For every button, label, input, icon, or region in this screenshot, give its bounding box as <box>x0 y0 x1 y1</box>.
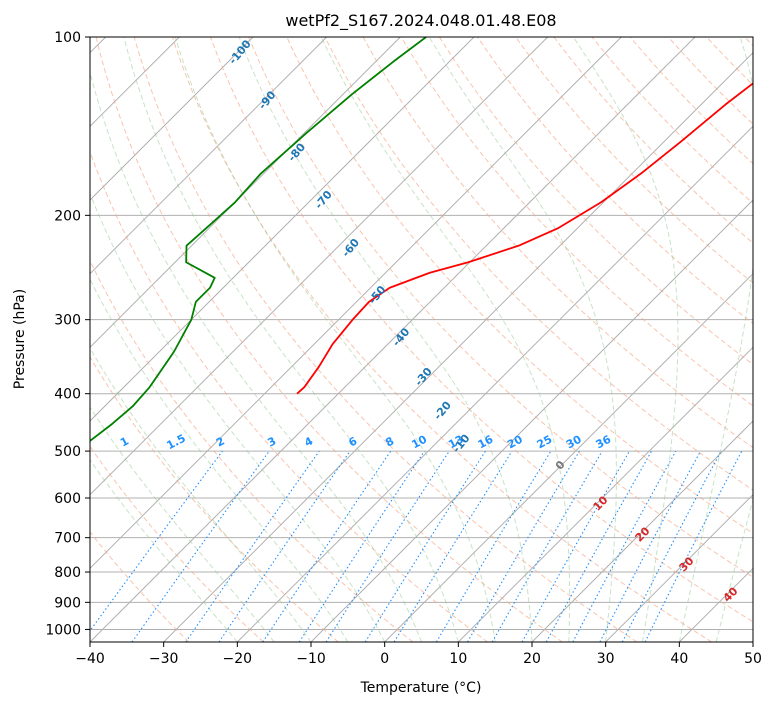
mixing-ratio-label: 36 <box>594 433 614 452</box>
isotherm-gridline <box>90 37 401 349</box>
x-tick-label: 20 <box>523 651 541 667</box>
mixing-ratio-line <box>572 450 677 642</box>
axes: −40 −30 −20 −10 0 10 20 30 40 50 100 200 300 400 500 60… <box>45 30 762 667</box>
dry-adiabat-line <box>90 150 488 642</box>
y-axis-label: Pressure (hPa) <box>12 289 28 389</box>
dry-adiabat-line <box>90 259 414 642</box>
mixing-ratio-line <box>325 450 450 642</box>
y-tick-label: 1000 <box>45 622 81 638</box>
moist-adiabat-line <box>572 37 679 642</box>
dry-adiabat-line <box>400 37 753 407</box>
isotherm-gridline <box>90 37 475 422</box>
dry-adiabat-line <box>515 37 753 284</box>
mixing-ratio-line <box>521 450 630 642</box>
y-tick-label: 300 <box>54 313 81 329</box>
x-tick-label: 0 <box>380 651 389 667</box>
isotherm-gridline <box>236 125 753 642</box>
x-axis-label: Temperature (°C) <box>360 680 482 696</box>
moist-adiabat-line <box>90 192 386 642</box>
moist-adiabat-line <box>320 37 571 642</box>
isotherm-gridline <box>90 37 254 201</box>
dry-adiabat-line <box>90 531 190 642</box>
y-tick-label: 900 <box>54 595 81 611</box>
dry-adiabat-line <box>171 37 712 642</box>
mixing-ratio-line <box>90 450 223 632</box>
dry-adiabat-line <box>439 37 753 366</box>
mixing-ratio-line <box>185 450 320 642</box>
y-tick-label: 400 <box>54 387 81 403</box>
dry-adiabat-line <box>477 37 753 325</box>
x-tick-label: −20 <box>223 651 253 667</box>
mixing-ratio-line <box>621 450 722 642</box>
plot-area: 0.10.20.40.611.52346810131620253036-100-… <box>90 37 753 642</box>
dry-adiabat-line <box>591 37 753 204</box>
moist-adiabat-line <box>428 37 617 642</box>
moist-adiabat-line <box>90 347 312 642</box>
isotherm-gridline <box>384 272 753 642</box>
x-tick-label: 40 <box>670 651 688 667</box>
isotherm-gridline <box>90 37 622 570</box>
moist-adiabat-line <box>238 37 533 642</box>
y-tick-label: 700 <box>54 531 81 547</box>
moist-adiabat-line <box>123 37 459 642</box>
isotherm-gridline <box>90 37 328 275</box>
moist-adiabat-line <box>90 278 349 642</box>
mixing-ratio-label: 25 <box>535 433 555 452</box>
y-tick-label: 500 <box>54 444 81 460</box>
temperature-profile-line <box>296 82 753 395</box>
y-tick-label: 100 <box>54 30 81 46</box>
y-tick-label: 200 <box>54 208 81 224</box>
moist-adiabat-line <box>90 406 275 642</box>
plot-frame <box>89 36 754 643</box>
mixing-ratio-line <box>545 450 653 642</box>
x-tick-label: −40 <box>75 651 105 667</box>
dry-adiabat-line <box>362 37 753 449</box>
mixing-ratio-label: 30 <box>564 433 584 452</box>
dry-adiabat-line <box>324 37 753 491</box>
x-tick-label: 10 <box>449 651 467 667</box>
x-tick-label: 30 <box>597 651 615 667</box>
mixing-ratio-label: 16 <box>476 433 496 452</box>
mixing-ratio-line <box>644 450 743 642</box>
mixing-ratio-line <box>435 450 552 642</box>
moist-adiabat-line <box>715 498 753 642</box>
isotherm-gridline <box>163 51 753 642</box>
mixing-ratio-line <box>298 450 425 642</box>
isotherm-gridline <box>531 420 753 642</box>
mixing-ratio-label: 13 <box>446 433 466 452</box>
moist-adiabat-line <box>90 459 238 642</box>
mixing-ratio-label: 10 <box>409 433 429 452</box>
mixing-ratio-line <box>599 450 702 642</box>
mixing-ratio-line <box>393 450 513 642</box>
x-tick-label: −10 <box>296 651 326 667</box>
dry-adiabat-line <box>248 37 753 578</box>
dry-adiabat-line <box>95 37 563 642</box>
mixing-ratio-line <box>218 450 351 642</box>
moist-adiabat-line <box>174 37 496 642</box>
x-tick-label: 50 <box>744 651 762 667</box>
dewpoint-profile-line <box>90 37 427 443</box>
isotherm-gridline <box>457 346 753 642</box>
y-tick-label: 600 <box>54 491 81 507</box>
moist-adiabat-line <box>678 37 753 642</box>
isotherm-gridline <box>90 37 549 496</box>
mixing-ratio-label: 20 <box>505 433 525 452</box>
chart-title: wetPf2_S167.2024.048.01.48.E08 <box>285 11 556 31</box>
dry-adiabat-line <box>286 37 753 534</box>
dry-adiabat-line <box>210 37 753 623</box>
y-tick-label: 800 <box>54 565 81 581</box>
isotherm-gridline <box>605 493 753 642</box>
x-tick-label: −30 <box>149 651 179 667</box>
